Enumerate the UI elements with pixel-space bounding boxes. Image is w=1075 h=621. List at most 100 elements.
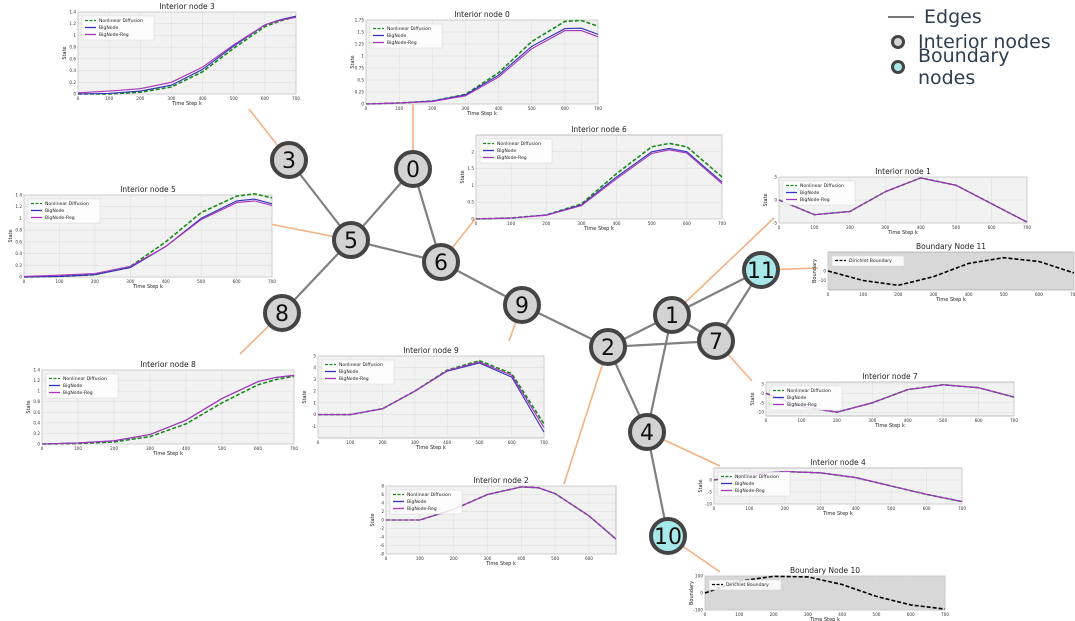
x-axis-label: Time Step k [822,511,853,517]
y-tick-label: 0 [700,591,703,596]
plot-title: Interior node 6 [571,125,627,134]
y-tick-label: 0.25 [355,90,365,95]
x-tick-label: 400 [182,446,190,451]
y-tick-label: -5 [708,490,713,495]
boundary-node-swatch-icon [891,59,905,74]
x-tick-label: 600 [975,418,983,423]
x-tick-label: 600 [923,506,931,511]
y-tick-label: -8 [380,552,385,557]
x-tick-label: 600 [261,96,269,101]
x-tick-label: 0 [765,418,768,423]
legend-boundary: Boundary nodes [884,45,1072,89]
graph-node-circle [653,296,691,334]
plot-title: Interior node 3 [159,2,215,11]
series-line-bignode_reg [365,30,599,105]
y-tick-label: 0.5 [357,78,364,83]
y-tick-label: -4 [380,535,385,540]
y-tick-label: 1.2 [69,21,76,26]
x-tick-label: 600 [561,106,569,111]
leader-line-1 [671,217,775,316]
plot-title: Interior node 2 [473,476,529,485]
y-tick-label: -10 [705,502,712,507]
plot-legend-label: BigNode-Reg [787,402,817,408]
x-tick-label: 300 [411,440,419,445]
y-tick-label: 0 [361,102,364,107]
x-tick-label: 200 [136,96,144,101]
x-tick-label: 200 [379,440,387,445]
x-tick-label: 100 [346,440,354,445]
y-tick-label: 0 [709,478,712,483]
plot-n3: Interior node 3 0 100 200 300 400 500 600 700 0 0.… [62,2,300,107]
y-tick-label: -10 [819,278,826,283]
x-tick-label: 300 [577,221,585,226]
x-axis-label: Time Step k [152,451,183,457]
x-tick-label: 400 [162,279,170,284]
y-axis-label: State [62,46,68,59]
node-plots: Interior node 30 100 200 300 400 500 600 70000.… [8,2,1075,621]
plot-n4: Interior node 4 0 100 200 300 400 500 600 700 -10… [698,458,966,517]
x-tick-label: 400 [613,221,621,226]
plot-legend-label: BigNode [99,25,119,31]
graph-node-circle [263,294,301,332]
edge-swatch-icon [888,15,914,18]
graph-node-circle [649,517,687,555]
x-tick-label: 500 [872,612,880,617]
x-tick-label: 100 [507,221,515,226]
graph-node-5: 5 [332,221,370,259]
plot-legend-label: BigNode-Reg [45,215,75,221]
graph-node-label: 7 [709,330,723,355]
plot-legend-label: Dirichlet Boundary [849,258,892,264]
graph-node-circle [742,251,780,289]
plot-legend-box [708,579,782,591]
x-axis-label: Time Step k [809,617,840,621]
x-tick-label: 200 [781,506,789,511]
graph-node-8: 8 [263,294,301,332]
x-tick-label: 0 [713,506,716,511]
x-tick-label: 0 [365,106,368,111]
x-tick-label: 100 [797,418,805,423]
series-line-bignode_reg [475,149,723,220]
series-line-bignode_reg [23,200,273,277]
x-tick-label: 500 [551,556,559,561]
graph-node-circle [270,141,308,179]
plot-legend-label: Nonlinear Diffusion [45,201,89,207]
x-tick-label: 600 [508,440,516,445]
x-tick-label: 0 [23,279,26,284]
x-tick-label: 700 [1023,225,1031,230]
graph-node-0: 0 [394,150,432,188]
y-axis-label: State [302,390,308,403]
y-tick-label: 1 [19,216,22,221]
plot-legend-label: BigNode-Reg [497,155,527,161]
x-axis-label: Time Step k [935,297,966,303]
x-tick-label: 400 [517,556,525,561]
y-tick-label: 1.4 [33,368,40,373]
plot-legend-label: Nonlinear Diffusion [735,474,779,480]
plot-title: Interior node 0 [454,10,510,19]
y-tick-label: 1 [73,33,76,38]
graph-node-circle [589,328,627,366]
series-line-bignode_reg [318,361,545,428]
x-tick-label: 300 [804,612,812,617]
y-tick-label: 1 [37,389,40,394]
plot-legend-label: BigNode [387,33,407,39]
x-tick-label: 100 [735,612,743,617]
legend-edges-label: Edges [924,5,982,28]
plot-n6: Interior node 6 0 100 200 300 400 500 600 700 0 0.… [460,125,726,232]
x-tick-label: 100 [745,506,753,511]
x-tick-label: 100 [395,106,403,111]
graph-node-circle [628,413,666,451]
plot-legend-label: Nonlinear Diffusion [497,141,541,147]
y-tick-label: 2 [313,389,316,394]
y-tick-label: 100 [695,574,703,579]
x-tick-label: 300 [929,292,937,297]
plot-legend-label: BigNode [339,369,359,375]
x-axis-label: Time Step k [466,111,497,117]
x-tick-label: 100 [74,446,82,451]
x-tick-label: 300 [126,279,134,284]
series-line-dirichlet [827,256,1075,287]
graph-node-11: 11 [742,251,780,289]
series-line-bignode_reg [77,16,297,94]
y-tick-label: 0.4 [69,68,76,73]
